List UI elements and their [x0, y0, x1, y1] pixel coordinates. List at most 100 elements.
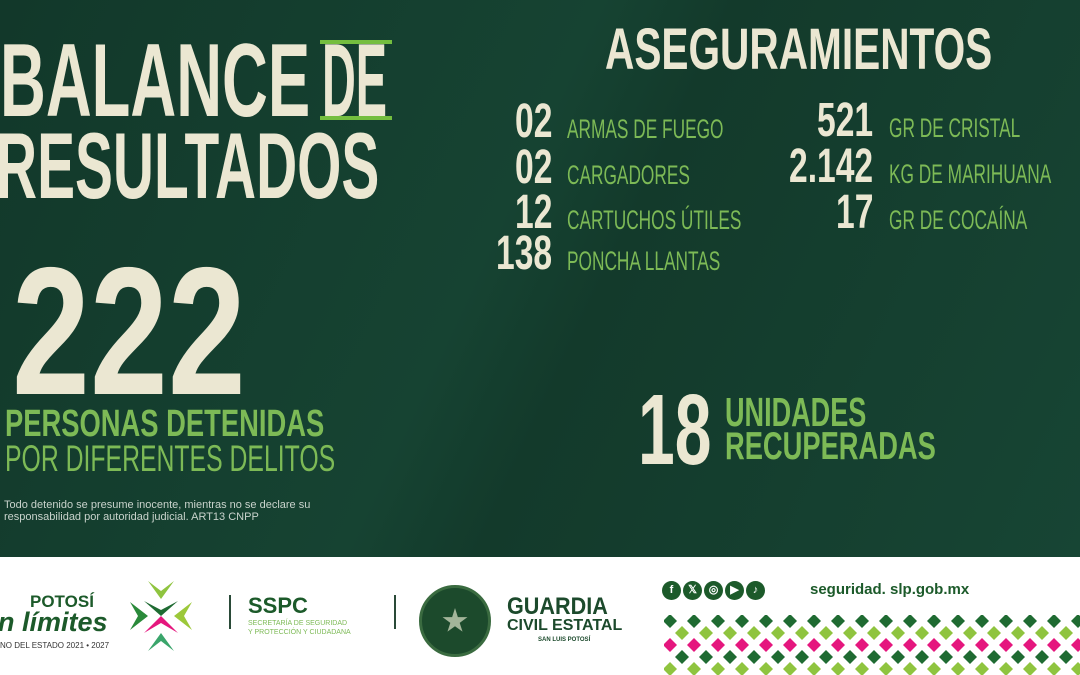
detenidos-count: 222 — [12, 229, 246, 433]
pattern-diamond — [867, 626, 881, 640]
pattern-diamond — [675, 650, 689, 664]
pattern-diamond — [987, 626, 1001, 640]
pattern-diamond — [795, 626, 809, 640]
pattern-diamond — [963, 626, 977, 640]
pattern-diamond — [963, 650, 977, 664]
pattern-diamond — [723, 650, 737, 664]
website-link[interactable]: seguridad. slp.gob.mx — [810, 581, 970, 598]
pattern-diamond — [915, 650, 929, 664]
pattern-diamond — [831, 662, 845, 675]
pattern-diamond — [903, 638, 917, 652]
sspc-name: SSPC — [248, 593, 308, 618]
list-item: 17 GR DE COCAÍNA — [700, 186, 1028, 239]
pattern-diamond — [699, 650, 713, 664]
pattern-diamond — [939, 626, 953, 640]
pattern-diamond — [735, 615, 749, 628]
youtube-icon[interactable]: ▶ — [725, 581, 744, 600]
item-label: CARTUCHOS ÚTILES — [567, 205, 742, 235]
social-icons: f 𝕏 ◎ ▶ ♪ — [662, 581, 767, 600]
pattern-diamond — [1047, 615, 1061, 628]
potosi-logo-line3: NO DEL ESTADO 2021 • 2027 — [0, 641, 110, 650]
pattern-diamond — [1071, 615, 1080, 628]
pattern-diamond — [747, 626, 761, 640]
item-label: GR DE CRISTAL — [889, 113, 1021, 143]
pattern-diamond — [951, 662, 965, 675]
pattern-diamond — [1035, 650, 1049, 664]
poster: BALANCE DE RESULTADOS 222 PERSONAS DETEN… — [0, 0, 1080, 557]
pattern-diamond — [975, 615, 989, 628]
unidades-label-2: RECUPERADAS — [725, 425, 936, 468]
pattern-diamond — [951, 638, 965, 652]
item-label: ARMAS DE FUEGO — [567, 114, 724, 144]
pattern-diamond — [735, 638, 749, 652]
pattern-diamond — [783, 638, 797, 652]
unidades-count: 18 — [638, 374, 712, 486]
facebook-icon[interactable]: f — [662, 581, 681, 600]
pattern-diamond — [939, 650, 953, 664]
potosi-star-logo-icon — [130, 581, 192, 651]
pattern-diamond — [711, 615, 725, 628]
pattern-diamond — [699, 626, 713, 640]
pattern-diamond — [843, 626, 857, 640]
list-item: 521 GR DE CRISTAL — [700, 96, 1020, 144]
item-value: 17 — [835, 186, 873, 239]
disclaimer: Todo detenido se presume inocente, mient… — [4, 499, 311, 523]
tiktok-icon[interactable]: ♪ — [746, 581, 765, 600]
pattern-diamond — [723, 626, 737, 640]
pattern-diamond — [891, 626, 905, 640]
pattern-diamond — [1059, 650, 1073, 664]
sspc-line1: SECRETARÍA DE SEGURIDAD — [248, 620, 348, 627]
pattern-diamond — [951, 615, 965, 628]
item-value: 02 — [514, 141, 552, 194]
item-value: 12 — [514, 186, 552, 239]
pattern-diamond — [987, 650, 1001, 664]
pattern-diamond — [927, 638, 941, 652]
x-icon[interactable]: 𝕏 — [683, 581, 702, 600]
item-value: 138 — [495, 227, 552, 280]
pattern-diamond — [1011, 626, 1025, 640]
item-label: KG DE MARIHUANA — [889, 159, 1052, 189]
pattern-diamond — [999, 662, 1013, 675]
item-value: 02 — [514, 95, 552, 148]
pattern-diamond — [771, 626, 785, 640]
pattern-diamond — [1071, 638, 1080, 652]
potosi-logo-line1: POTOSÍ — [30, 592, 94, 611]
decorative-pattern-icon — [664, 615, 1080, 675]
pattern-diamond — [831, 638, 845, 652]
sspc-line2: Y PROTECCIÓN Y CIUDADANA — [248, 629, 351, 636]
pattern-diamond — [1059, 626, 1073, 640]
pattern-diamond — [975, 662, 989, 675]
pattern-diamond — [807, 615, 821, 628]
aseguramientos-heading: ASEGURAMIENTOS — [605, 17, 993, 82]
pattern-diamond — [903, 615, 917, 628]
pattern-diamond — [747, 650, 761, 664]
pattern-diamond — [999, 638, 1013, 652]
pattern-diamond — [855, 638, 869, 652]
divider — [394, 595, 396, 629]
pattern-diamond — [687, 638, 701, 652]
instagram-icon[interactable]: ◎ — [704, 581, 723, 600]
guardia-line1: GUARDIA — [507, 593, 608, 620]
pattern-diamond — [831, 615, 845, 628]
pattern-diamond — [1023, 615, 1037, 628]
title-accent-line-bottom — [320, 116, 392, 120]
pattern-diamond — [795, 650, 809, 664]
pattern-diamond — [999, 615, 1013, 628]
pattern-diamond — [975, 638, 989, 652]
list-item: 02 ARMAS DE FUEGO — [380, 95, 724, 148]
pattern-diamond — [915, 626, 929, 640]
pattern-diamond — [759, 638, 773, 652]
pattern-diamond — [711, 662, 725, 675]
pattern-diamond — [664, 662, 677, 675]
pattern-diamond — [879, 615, 893, 628]
pattern-diamond — [1011, 650, 1025, 664]
pattern-diamond — [1047, 638, 1061, 652]
title-resultados: RESULTADOS — [0, 113, 380, 218]
potosi-logo-line2: n límites — [0, 607, 108, 637]
pattern-diamond — [664, 638, 677, 652]
pattern-diamond — [807, 662, 821, 675]
pattern-diamond — [1047, 662, 1061, 675]
pattern-diamond — [891, 650, 905, 664]
pattern-diamond — [903, 662, 917, 675]
detenidos-label-1: PERSONAS DETENIDAS — [5, 403, 325, 445]
